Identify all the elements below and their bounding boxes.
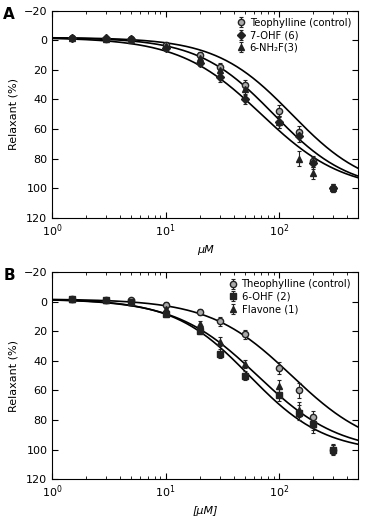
X-axis label: μM: μM	[197, 245, 214, 255]
Legend: Theophylline (control), 6-OHF (2), Flavone (1): Theophylline (control), 6-OHF (2), Flavo…	[227, 277, 353, 316]
Y-axis label: Relaxant (%): Relaxant (%)	[8, 340, 18, 412]
Y-axis label: Relaxant (%): Relaxant (%)	[8, 78, 18, 150]
Text: A: A	[3, 7, 15, 22]
X-axis label: [μM]: [μM]	[192, 506, 218, 516]
Legend: Teophylline (control), 7-OHF (6), 6-NH₂F(3): Teophylline (control), 7-OHF (6), 6-NH₂F…	[235, 16, 353, 55]
Text: B: B	[3, 268, 15, 283]
